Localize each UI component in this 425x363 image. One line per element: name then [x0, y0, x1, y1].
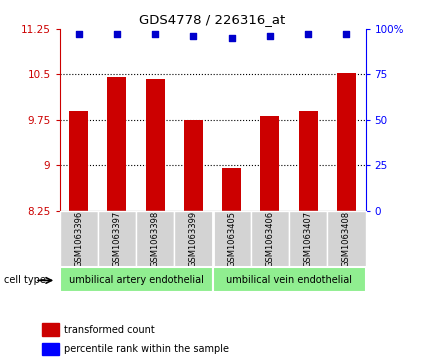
Bar: [289, 211, 327, 267]
Bar: [327, 211, 366, 267]
Bar: [298, 111, 317, 211]
Text: cell type: cell type: [4, 275, 46, 285]
Text: umbilical artery endothelial: umbilical artery endothelial: [68, 274, 204, 285]
Bar: [69, 111, 88, 211]
Bar: [337, 73, 356, 211]
Text: GSM1063408: GSM1063408: [342, 211, 351, 267]
Bar: [42, 323, 59, 336]
Bar: [60, 211, 98, 267]
Text: GSM1063405: GSM1063405: [227, 211, 236, 267]
Bar: [145, 79, 164, 211]
Bar: [260, 115, 280, 211]
Bar: [98, 211, 136, 267]
Text: GSM1063407: GSM1063407: [303, 211, 313, 267]
Bar: [174, 211, 212, 267]
Point: [228, 35, 235, 41]
Point: [75, 32, 82, 37]
Text: percentile rank within the sample: percentile rank within the sample: [65, 344, 230, 354]
Bar: [212, 211, 251, 267]
Point: [343, 32, 350, 37]
Text: GSM1063396: GSM1063396: [74, 211, 83, 267]
Point: [152, 32, 159, 37]
Bar: [60, 267, 212, 292]
Bar: [212, 267, 366, 292]
Bar: [136, 211, 174, 267]
Point: [266, 33, 273, 39]
Point: [113, 32, 120, 37]
Title: GDS4778 / 226316_at: GDS4778 / 226316_at: [139, 13, 286, 26]
Bar: [107, 77, 127, 211]
Bar: [251, 211, 289, 267]
Point: [190, 33, 197, 39]
Text: GSM1063399: GSM1063399: [189, 211, 198, 267]
Text: transformed count: transformed count: [65, 325, 155, 335]
Point: [305, 32, 312, 37]
Text: umbilical vein endothelial: umbilical vein endothelial: [226, 274, 352, 285]
Bar: [184, 120, 203, 211]
Text: GSM1063406: GSM1063406: [265, 211, 275, 267]
Bar: [222, 168, 241, 211]
Text: GSM1063398: GSM1063398: [150, 211, 160, 267]
Text: GSM1063397: GSM1063397: [112, 211, 122, 267]
Bar: [42, 343, 59, 355]
